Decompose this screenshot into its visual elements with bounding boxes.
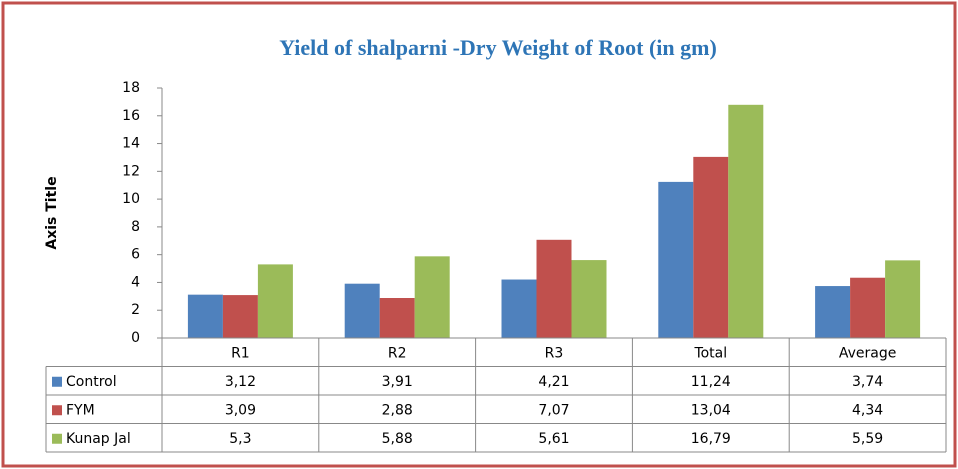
bar — [850, 277, 886, 338]
bar — [658, 181, 694, 338]
bar — [222, 295, 258, 338]
y-tick-label: 10 — [122, 191, 140, 207]
bar — [815, 286, 851, 338]
bar — [187, 294, 223, 338]
y-tick-label: 12 — [122, 163, 140, 179]
x-tick-label: R3 — [545, 345, 564, 361]
bar — [571, 260, 607, 338]
table-value: 4,21 — [538, 374, 569, 390]
table-value: 2,88 — [382, 402, 413, 418]
y-tick-label: 16 — [122, 108, 140, 124]
table-value: 3,09 — [225, 402, 256, 418]
x-tick-label: R2 — [388, 345, 407, 361]
y-tick-label: 6 — [131, 247, 140, 263]
legend-swatch — [52, 376, 62, 387]
bar — [693, 156, 729, 338]
table-value: 5,61 — [538, 431, 569, 447]
table-value: 5,59 — [852, 431, 883, 447]
bar — [379, 298, 415, 338]
legend-label: Kunap Jal — [66, 431, 131, 447]
table-value: 3,74 — [852, 374, 883, 390]
y-tick-label: 2 — [131, 302, 140, 318]
bar — [344, 283, 380, 338]
table-value: 5,88 — [382, 431, 413, 447]
y-tick-label: 8 — [131, 219, 140, 235]
y-tick-label: 18 — [122, 80, 140, 96]
legend-label: Control — [66, 374, 117, 390]
table-value: 3,12 — [225, 374, 256, 390]
x-tick-label: Average — [839, 345, 897, 361]
bar — [885, 260, 921, 338]
bar — [501, 279, 537, 338]
x-tick-label: R1 — [231, 345, 250, 361]
y-tick-label: 0 — [131, 330, 140, 346]
table-value: 7,07 — [538, 402, 569, 418]
y-tick-label: 4 — [131, 274, 140, 290]
y-tick-label: 14 — [122, 136, 140, 152]
table-value: 11,24 — [691, 374, 731, 390]
x-tick-label: Total — [693, 345, 727, 361]
table-value: 13,04 — [691, 402, 731, 418]
legend-swatch — [52, 433, 62, 444]
bar — [728, 104, 764, 338]
bar — [536, 239, 572, 338]
y-axis-title: Axis Title — [44, 176, 60, 249]
table-value: 3,91 — [382, 374, 413, 390]
legend-label: FYM — [66, 402, 95, 418]
legend-swatch — [52, 405, 62, 416]
table-value: 5,3 — [229, 431, 251, 447]
bar — [414, 256, 450, 338]
chart-title: Yield of shalparni -Dry Weight of Root (… — [279, 35, 717, 60]
bar — [257, 264, 293, 338]
table-value: 16,79 — [691, 431, 731, 447]
table-value: 4,34 — [852, 402, 883, 418]
